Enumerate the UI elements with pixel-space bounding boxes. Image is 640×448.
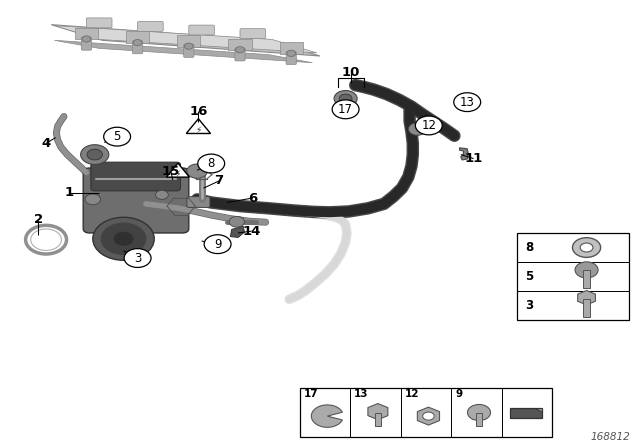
FancyBboxPatch shape xyxy=(184,44,194,57)
FancyBboxPatch shape xyxy=(138,22,163,31)
Polygon shape xyxy=(230,226,244,237)
Text: 2: 2 xyxy=(34,213,43,226)
Circle shape xyxy=(287,50,296,56)
FancyBboxPatch shape xyxy=(187,197,210,207)
Text: 5: 5 xyxy=(525,270,533,283)
Polygon shape xyxy=(54,40,312,63)
Polygon shape xyxy=(228,39,252,50)
Circle shape xyxy=(408,123,426,135)
FancyBboxPatch shape xyxy=(81,37,92,50)
Circle shape xyxy=(339,94,352,103)
FancyBboxPatch shape xyxy=(300,388,552,437)
Text: 14: 14 xyxy=(243,224,260,238)
FancyBboxPatch shape xyxy=(584,299,590,317)
Circle shape xyxy=(104,127,131,146)
Circle shape xyxy=(82,36,91,42)
Circle shape xyxy=(229,216,244,227)
Text: 6: 6 xyxy=(248,191,257,205)
Circle shape xyxy=(334,90,357,107)
Polygon shape xyxy=(51,25,320,56)
Polygon shape xyxy=(186,119,211,134)
Polygon shape xyxy=(510,408,542,418)
Wedge shape xyxy=(311,405,342,427)
Circle shape xyxy=(575,262,598,278)
Polygon shape xyxy=(75,28,98,39)
Text: ⚡: ⚡ xyxy=(175,170,181,179)
Circle shape xyxy=(156,190,168,199)
Text: 10: 10 xyxy=(342,66,360,79)
FancyBboxPatch shape xyxy=(86,18,112,28)
FancyBboxPatch shape xyxy=(189,25,214,35)
Circle shape xyxy=(81,145,109,164)
Circle shape xyxy=(454,93,481,112)
Polygon shape xyxy=(177,35,200,47)
Circle shape xyxy=(184,43,193,49)
Polygon shape xyxy=(417,407,440,425)
Polygon shape xyxy=(54,26,317,53)
FancyBboxPatch shape xyxy=(286,52,296,65)
Text: 7: 7 xyxy=(214,174,223,188)
Circle shape xyxy=(133,39,142,46)
Circle shape xyxy=(198,154,225,173)
Text: 9: 9 xyxy=(455,389,462,399)
Circle shape xyxy=(467,405,490,421)
Polygon shape xyxy=(126,31,149,43)
Circle shape xyxy=(332,100,359,119)
Circle shape xyxy=(85,194,100,205)
Circle shape xyxy=(187,164,207,178)
Text: 8: 8 xyxy=(525,241,533,254)
FancyBboxPatch shape xyxy=(132,41,143,54)
Circle shape xyxy=(415,116,442,135)
Polygon shape xyxy=(534,408,542,412)
Text: 5: 5 xyxy=(113,130,121,143)
Text: 12: 12 xyxy=(421,119,436,132)
Text: 168812: 168812 xyxy=(591,432,630,442)
Circle shape xyxy=(422,412,434,420)
FancyBboxPatch shape xyxy=(91,162,180,191)
FancyBboxPatch shape xyxy=(83,168,189,233)
Polygon shape xyxy=(166,163,189,177)
Text: 13: 13 xyxy=(354,389,369,399)
Polygon shape xyxy=(578,290,595,305)
Text: 11: 11 xyxy=(465,152,483,165)
Text: 17: 17 xyxy=(338,103,353,116)
Polygon shape xyxy=(460,148,468,160)
FancyBboxPatch shape xyxy=(240,29,266,39)
Text: 12: 12 xyxy=(404,389,419,399)
Text: 17: 17 xyxy=(303,389,318,399)
FancyBboxPatch shape xyxy=(584,270,590,288)
FancyBboxPatch shape xyxy=(235,48,245,61)
Circle shape xyxy=(204,235,231,254)
Text: 16: 16 xyxy=(189,104,207,118)
Text: 1: 1 xyxy=(65,186,74,199)
Text: ⚡: ⚡ xyxy=(195,126,202,135)
FancyBboxPatch shape xyxy=(517,233,629,320)
FancyBboxPatch shape xyxy=(374,413,381,426)
Circle shape xyxy=(573,237,601,257)
FancyBboxPatch shape xyxy=(476,413,482,426)
Polygon shape xyxy=(368,404,388,420)
Circle shape xyxy=(93,217,154,260)
Circle shape xyxy=(87,149,102,160)
Circle shape xyxy=(114,232,133,246)
Text: 3: 3 xyxy=(134,251,141,265)
Circle shape xyxy=(236,47,244,53)
Text: 4: 4 xyxy=(42,137,51,150)
Text: 9: 9 xyxy=(214,237,221,251)
Circle shape xyxy=(101,223,146,254)
Text: 8: 8 xyxy=(207,157,215,170)
Text: 15: 15 xyxy=(162,165,180,178)
Polygon shape xyxy=(280,42,303,54)
Text: 3: 3 xyxy=(525,299,533,312)
Text: 13: 13 xyxy=(460,95,475,109)
Circle shape xyxy=(580,243,593,252)
Circle shape xyxy=(124,249,151,267)
